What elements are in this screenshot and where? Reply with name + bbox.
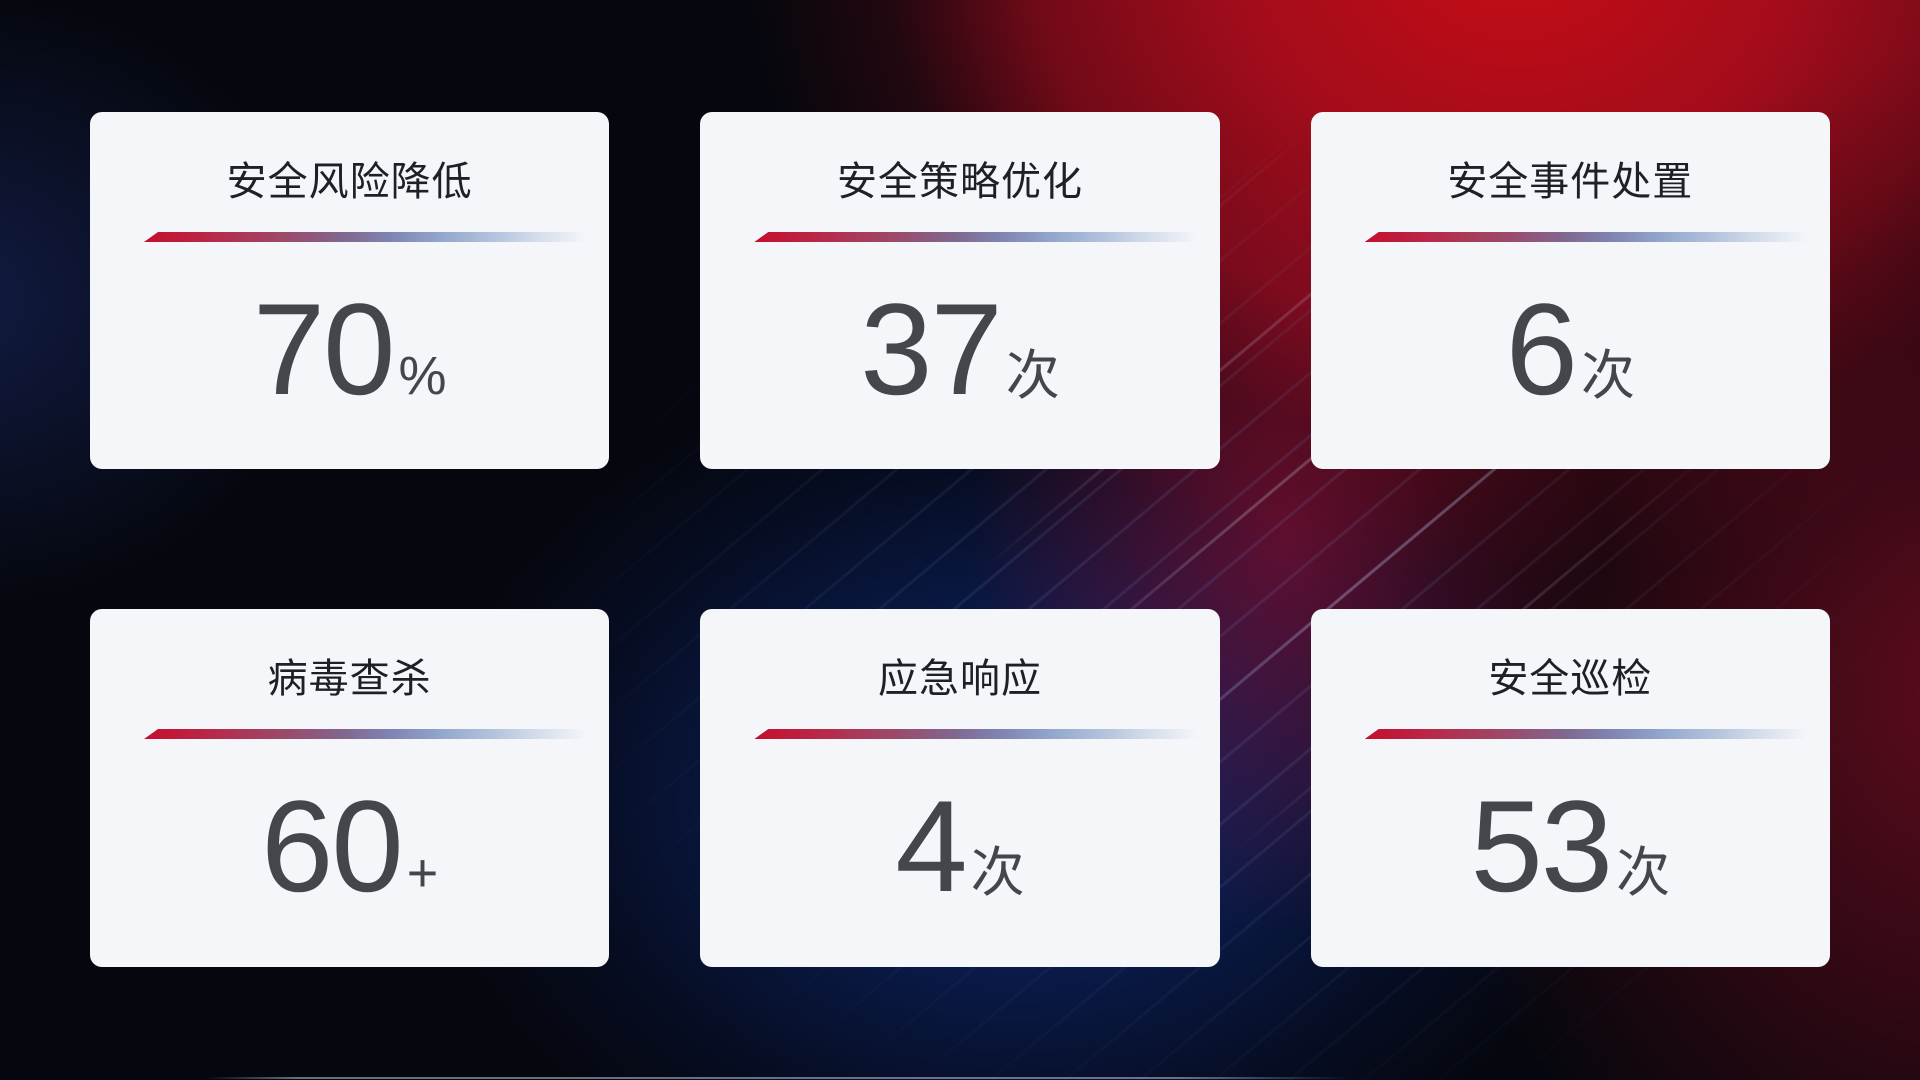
stat-card-grid: 安全风险降低 70 % 安全策略优化 37 次 安全事件处置 6 次 病毒查 bbox=[90, 112, 1830, 967]
card-value-row: 37 次 bbox=[700, 284, 1219, 414]
card-title: 安全事件处置 bbox=[1447, 160, 1694, 204]
card-divider bbox=[1364, 232, 1808, 242]
card-title: 安全风险降低 bbox=[226, 160, 473, 204]
background-bottom-horizon-line bbox=[205, 1077, 1350, 1079]
stat-card-virus-scan: 病毒查杀 60 + bbox=[90, 609, 610, 967]
card-value-row: 4 次 bbox=[700, 781, 1219, 911]
card-unit: 次 bbox=[970, 843, 1025, 903]
stat-card-emergency-response: 应急响应 4 次 bbox=[700, 609, 1220, 967]
card-value: 60 bbox=[261, 773, 404, 919]
card-unit: + bbox=[406, 843, 439, 903]
card-value: 53 bbox=[1470, 773, 1614, 919]
card-title: 安全策略优化 bbox=[836, 160, 1083, 204]
card-unit: % bbox=[398, 346, 447, 406]
stat-card-policy-optimization: 安全策略优化 37 次 bbox=[700, 112, 1220, 469]
card-value-row: 60 + bbox=[90, 781, 609, 911]
stat-card-risk-reduction: 安全风险降低 70 % bbox=[90, 112, 610, 469]
card-unit: 次 bbox=[1616, 843, 1671, 903]
card-title: 病毒查杀 bbox=[267, 657, 432, 701]
stat-card-incident-handling: 安全事件处置 6 次 bbox=[1310, 112, 1830, 469]
card-value-row: 6 次 bbox=[1311, 284, 1830, 414]
card-divider bbox=[754, 232, 1198, 242]
card-unit: 次 bbox=[1580, 346, 1635, 406]
card-title: 应急响应 bbox=[877, 657, 1042, 701]
card-value: 37 bbox=[860, 276, 1003, 422]
card-value: 70 bbox=[252, 276, 396, 422]
card-divider bbox=[144, 729, 588, 739]
card-unit: 次 bbox=[1005, 346, 1060, 406]
card-value: 6 bbox=[1505, 276, 1578, 422]
stat-card-security-inspection: 安全巡检 53 次 bbox=[1310, 609, 1830, 967]
card-title: 安全巡检 bbox=[1488, 657, 1653, 701]
card-value-row: 70 % bbox=[90, 284, 609, 414]
card-value-row: 53 次 bbox=[1311, 781, 1830, 911]
card-divider bbox=[1364, 729, 1808, 739]
card-divider bbox=[144, 232, 588, 242]
card-divider bbox=[754, 729, 1198, 739]
card-value: 4 bbox=[895, 773, 967, 919]
